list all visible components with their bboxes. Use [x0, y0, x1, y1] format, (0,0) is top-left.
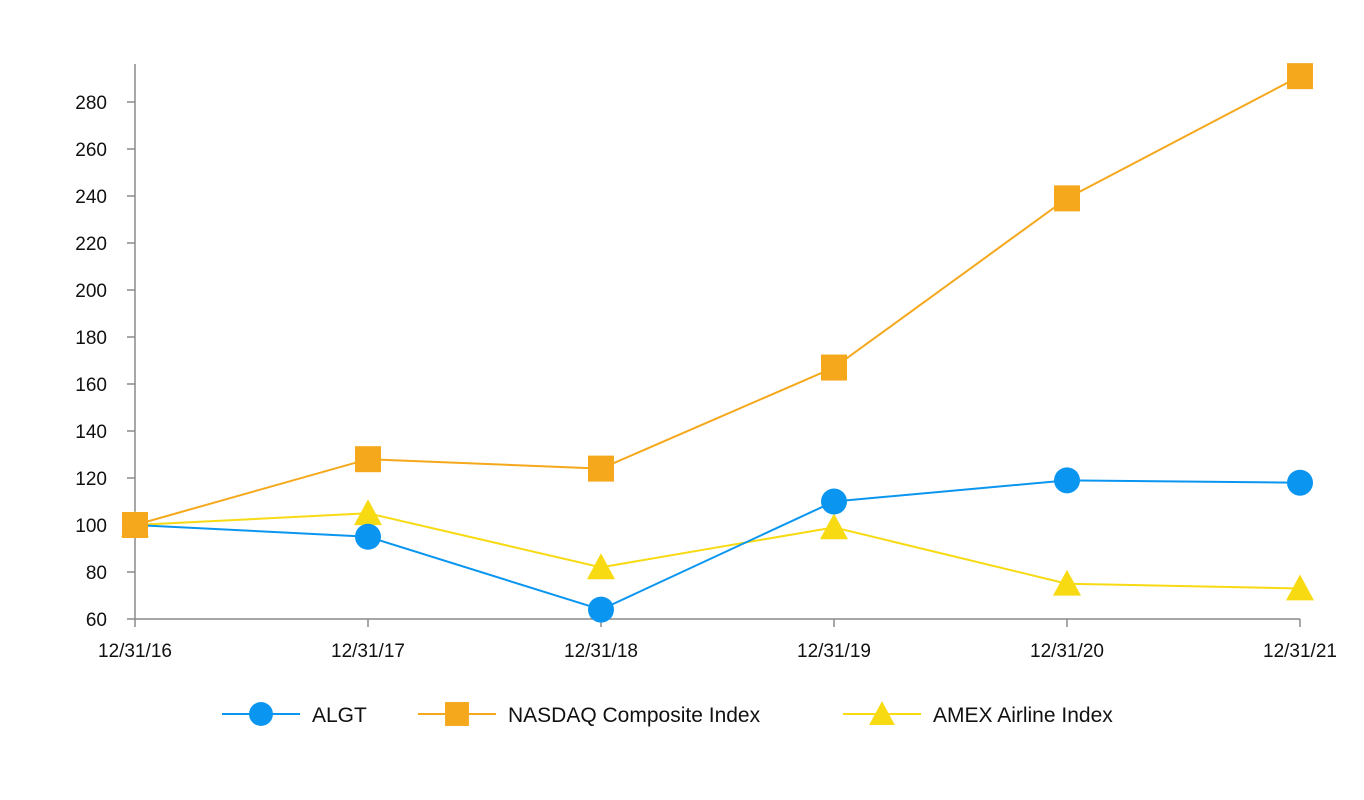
- data-point: [587, 553, 615, 580]
- y-tick-label: 240: [75, 187, 107, 208]
- y-tick-label: 220: [75, 234, 107, 255]
- x-tick-label: 12/31/21: [1263, 641, 1337, 662]
- data-point: [1287, 469, 1313, 496]
- axes: [134, 64, 1300, 620]
- data-point: [1286, 574, 1314, 601]
- y-tick-label: 180: [75, 328, 107, 349]
- data-point: [1054, 185, 1080, 212]
- legend-marker: [249, 702, 273, 726]
- data-point: [1054, 467, 1080, 494]
- y-tick-label: 80: [86, 563, 107, 584]
- y-tick-label: 280: [75, 93, 107, 114]
- series-nasdaq-composite-index: [122, 63, 1313, 538]
- legend: ALGT NASDAQ Composite Index AMEX Airline I…: [222, 701, 1113, 727]
- x-tick-label: 12/31/20: [1030, 641, 1104, 662]
- data-point: [820, 513, 848, 540]
- legend-marker: [869, 701, 895, 725]
- y-tick-label: 60: [86, 610, 107, 631]
- y-axis-ticks: 60 80 100 120 140 160 180 200 220 240 260 280: [75, 93, 135, 631]
- series-line: [134, 479, 1301, 611]
- series-layer: [121, 63, 1314, 623]
- legend-label: ALGT: [312, 704, 367, 727]
- legend-label: NASDAQ Composite Index: [508, 704, 761, 727]
- y-tick-label: 160: [75, 375, 107, 396]
- x-tick-label: 12/31/19: [797, 641, 871, 662]
- legend-label: AMEX Airline Index: [933, 704, 1113, 727]
- data-point: [1053, 569, 1081, 596]
- y-tick-label: 260: [75, 140, 107, 161]
- y-tick-label: 140: [75, 422, 107, 443]
- series-line: [134, 75, 1301, 526]
- data-point: [588, 596, 614, 623]
- data-point: [1287, 63, 1313, 90]
- legend-item: ALGT: [222, 702, 367, 727]
- x-tick-label: 12/31/16: [98, 641, 172, 662]
- data-point: [821, 488, 847, 515]
- y-tick-label: 120: [75, 469, 107, 490]
- legend-marker: [445, 702, 469, 726]
- data-point: [355, 446, 381, 473]
- data-point: [354, 499, 382, 526]
- data-point: [821, 354, 847, 381]
- series-line: [134, 512, 1301, 590]
- y-tick-label: 200: [75, 281, 107, 302]
- data-point: [122, 512, 148, 538]
- x-tick-label: 12/31/18: [564, 641, 638, 662]
- data-point: [588, 455, 614, 482]
- legend-item: AMEX Airline Index: [843, 701, 1113, 727]
- x-axis-ticks: 12/31/16 12/31/17 12/31/18 12/31/19 12/31/20…: [98, 619, 1337, 662]
- series-amex-airline-index: [121, 499, 1314, 601]
- legend-item: NASDAQ Composite Index: [418, 702, 761, 727]
- y-tick-label: 100: [75, 516, 107, 537]
- x-tick-label: 12/31/17: [331, 641, 405, 662]
- series-algt: [122, 467, 1313, 623]
- data-point: [355, 523, 381, 550]
